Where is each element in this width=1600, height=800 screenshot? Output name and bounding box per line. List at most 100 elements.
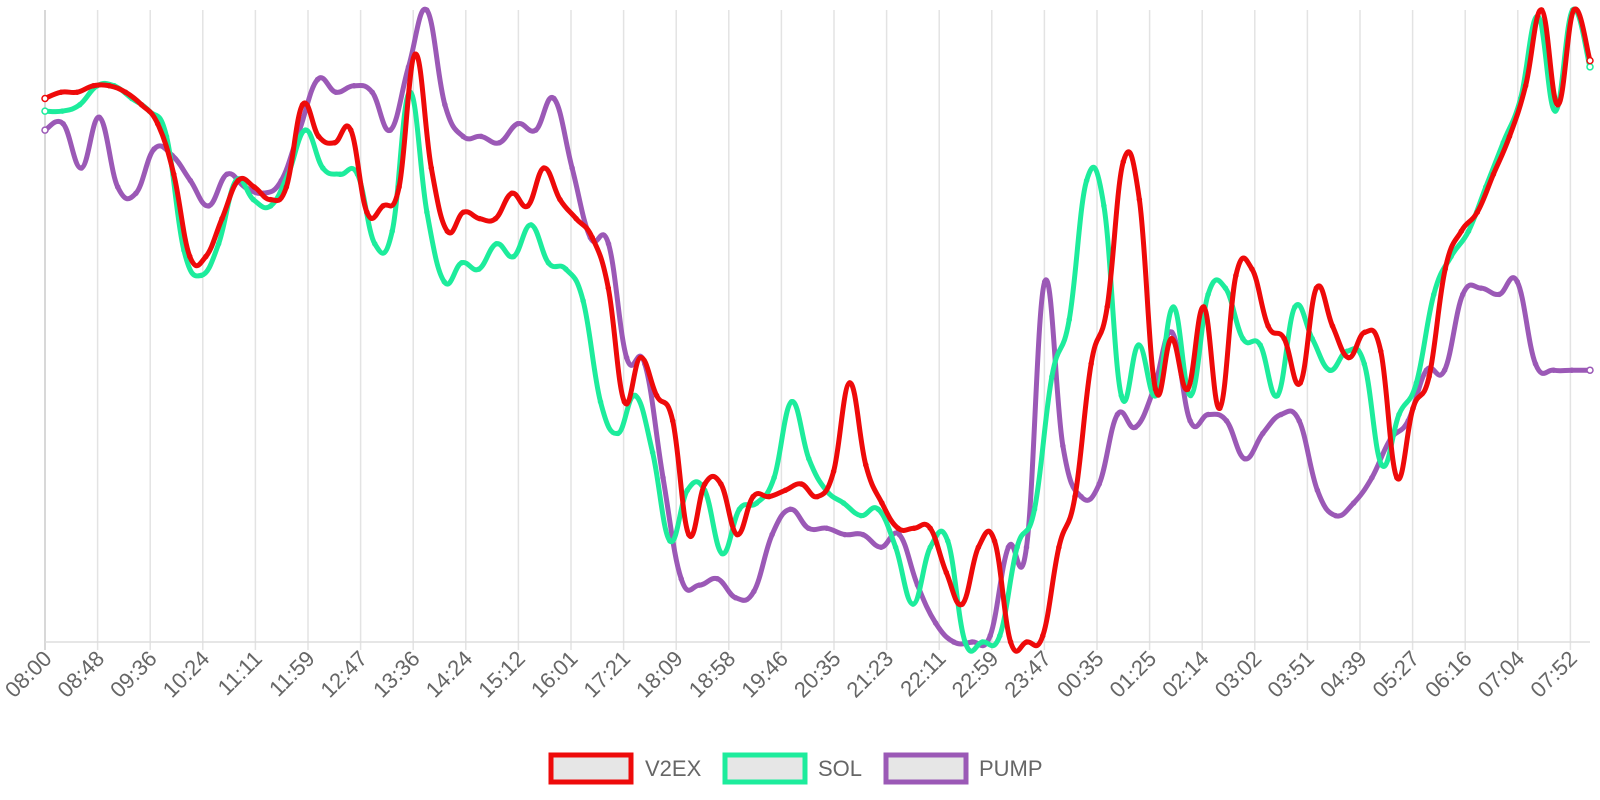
data-point-pump[interactable]: [969, 639, 975, 645]
data-point-sol[interactable]: [788, 399, 795, 405]
data-point-v2ex[interactable]: [782, 487, 789, 494]
data-point-pump[interactable]: [1041, 279, 1048, 285]
data-point-v2ex[interactable]: [1571, 7, 1577, 13]
data-point-v2ex[interactable]: [1088, 361, 1094, 367]
data-point-v2ex[interactable]: [959, 601, 966, 607]
data-point-sol[interactable]: [1396, 411, 1402, 418]
data-point-pump[interactable]: [1478, 285, 1484, 291]
data-point-sol[interactable]: [1083, 177, 1090, 184]
data-point-pump[interactable]: [842, 531, 848, 538]
data-point-sol[interactable]: [1431, 291, 1437, 298]
data-point-pump[interactable]: [1096, 481, 1102, 487]
data-point-v2ex[interactable]: [235, 177, 241, 184]
data-point-v2ex[interactable]: [1394, 474, 1400, 481]
data-point-v2ex[interactable]: [299, 102, 306, 108]
data-point-pump[interactable]: [496, 139, 503, 146]
data-point-sol[interactable]: [372, 241, 378, 247]
data-point-v2ex[interactable]: [1152, 386, 1159, 392]
data-point-pump[interactable]: [1460, 291, 1466, 298]
data-point-pump[interactable]: [1496, 291, 1502, 298]
data-point-v2ex[interactable]: [1345, 354, 1352, 361]
data-point-v2ex[interactable]: [879, 500, 885, 506]
data-point-v2ex[interactable]: [1120, 158, 1127, 165]
data-point-sol[interactable]: [1361, 361, 1368, 367]
data-point-v2ex[interactable]: [702, 481, 708, 487]
data-point-v2ex[interactable]: [573, 215, 579, 222]
data-point-sol[interactable]: [41, 107, 49, 115]
data-point-v2ex[interactable]: [814, 493, 821, 500]
data-point-sol[interactable]: [927, 544, 934, 550]
data-point-pump[interactable]: [732, 595, 739, 601]
data-point-v2ex[interactable]: [1506, 133, 1513, 140]
data-point-pump[interactable]: [1205, 411, 1212, 418]
data-point-v2ex[interactable]: [1136, 196, 1143, 203]
data-point-v2ex[interactable]: [1313, 285, 1320, 291]
data-point-sol[interactable]: [719, 550, 725, 557]
data-point-v2ex[interactable]: [283, 184, 290, 190]
data-point-sol[interactable]: [1066, 316, 1072, 323]
data-point-v2ex[interactable]: [187, 253, 193, 260]
data-point-sol[interactable]: [528, 222, 534, 228]
data-point-v2ex[interactable]: [1361, 329, 1368, 336]
data-point-pump[interactable]: [369, 89, 375, 95]
data-point-pump[interactable]: [205, 203, 212, 209]
data-point-v2ex[interactable]: [1490, 171, 1497, 178]
data-point-v2ex[interactable]: [798, 481, 805, 487]
data-point-v2ex[interactable]: [1007, 639, 1014, 645]
data-point-v2ex[interactable]: [41, 94, 49, 103]
data-point-sol[interactable]: [753, 500, 760, 506]
data-point-sol[interactable]: [649, 449, 656, 456]
data-point-pump[interactable]: [696, 582, 703, 588]
data-point-v2ex[interactable]: [1023, 639, 1030, 645]
data-point-pump[interactable]: [660, 474, 666, 481]
legend[interactable]: V2EX SOL PUMP: [548, 752, 1043, 785]
data-point-sol[interactable]: [1413, 380, 1420, 386]
data-point-v2ex[interactable]: [541, 165, 547, 171]
data-point-sol[interactable]: [615, 430, 621, 437]
data-point-v2ex[interactable]: [106, 83, 113, 89]
data-point-sol[interactable]: [337, 171, 343, 178]
data-point-pump[interactable]: [951, 639, 957, 645]
data-point-v2ex[interactable]: [1072, 493, 1078, 500]
data-point-sol[interactable]: [441, 279, 448, 285]
data-point-pump[interactable]: [514, 121, 521, 127]
data-point-v2ex[interactable]: [766, 493, 772, 500]
data-point-pump[interactable]: [569, 165, 575, 171]
data-point-v2ex[interactable]: [1378, 348, 1384, 355]
data-point-v2ex[interactable]: [138, 102, 145, 108]
data-point-v2ex[interactable]: [525, 203, 531, 209]
data-point-pump[interactable]: [1005, 544, 1012, 550]
data-point-pump[interactable]: [460, 133, 466, 140]
data-point-sol[interactable]: [806, 455, 812, 462]
data-point-sol[interactable]: [667, 538, 673, 544]
data-point-v2ex[interactable]: [380, 203, 386, 209]
data-point-sol[interactable]: [458, 260, 465, 266]
legend-item-v2ex[interactable]: V2EX: [548, 752, 702, 785]
data-point-v2ex[interactable]: [653, 392, 660, 399]
data-point-pump[interactable]: [1532, 361, 1539, 367]
data-point-v2ex[interactable]: [476, 215, 483, 222]
data-point-sol[interactable]: [1049, 373, 1055, 380]
data-point-v2ex[interactable]: [1233, 272, 1239, 279]
data-point-pump[interactable]: [78, 165, 85, 171]
data-point-sol[interactable]: [875, 506, 882, 513]
data-point-pump[interactable]: [714, 576, 721, 582]
data-point-pump[interactable]: [41, 126, 49, 134]
data-point-sol[interactable]: [840, 500, 847, 506]
data-point-pump[interactable]: [533, 127, 539, 133]
data-point-pump[interactable]: [551, 95, 557, 102]
data-point-pump[interactable]: [1586, 366, 1594, 374]
data-point-v2ex[interactable]: [1249, 266, 1255, 272]
data-point-sol[interactable]: [1222, 285, 1229, 291]
data-point-v2ex[interactable]: [846, 380, 853, 386]
data-point-pump[interactable]: [987, 632, 993, 639]
data-point-v2ex[interactable]: [734, 531, 740, 538]
data-point-v2ex[interactable]: [1522, 83, 1529, 89]
data-point-v2ex[interactable]: [331, 139, 338, 146]
data-point-sol[interactable]: [1187, 392, 1194, 399]
data-point-v2ex[interactable]: [927, 525, 933, 531]
data-point-sol[interactable]: [493, 241, 500, 247]
data-point-pump[interactable]: [1114, 411, 1121, 418]
data-point-pump[interactable]: [96, 114, 103, 121]
data-point-pump[interactable]: [314, 76, 321, 83]
